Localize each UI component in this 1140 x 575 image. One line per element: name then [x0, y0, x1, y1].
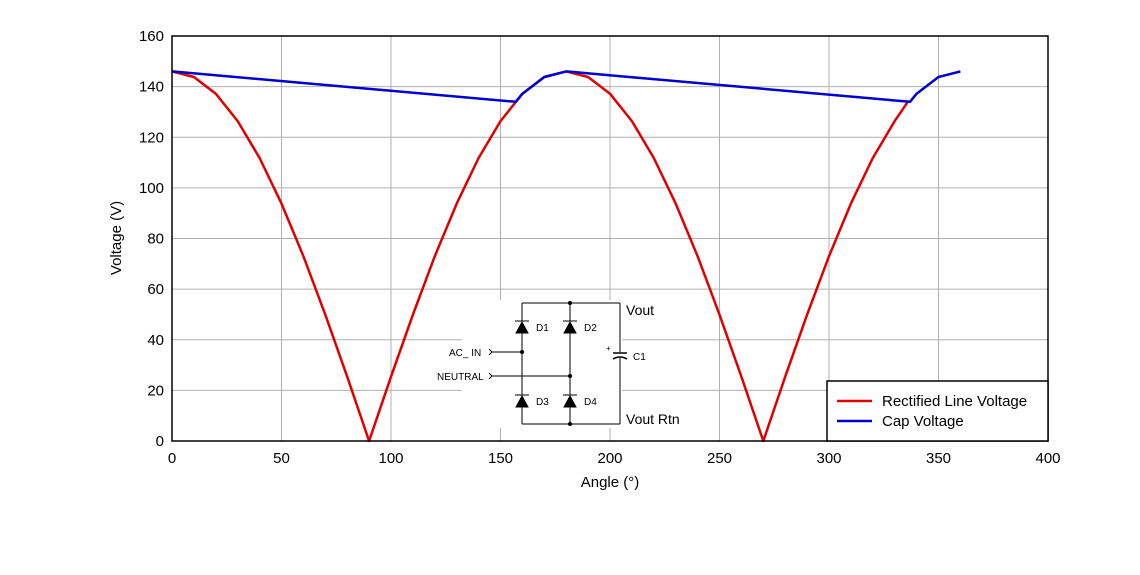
- x-tick-labels: 0 50 100 150 200 250 300 350 400: [168, 450, 1061, 467]
- diode-d4: [563, 394, 577, 408]
- y-axis-label: Voltage (V): [108, 201, 125, 275]
- label-plus: +: [606, 344, 611, 353]
- label-d2: D2: [584, 323, 597, 334]
- x-tick-label: 50: [273, 450, 290, 467]
- label-vout: Vout: [626, 302, 654, 318]
- y-tick-label: 60: [147, 281, 164, 298]
- diode-d1: [515, 320, 529, 334]
- y-tick-label: 20: [147, 382, 164, 399]
- x-tick-label: 400: [1035, 450, 1060, 467]
- legend: Rectified Line Voltage Cap Voltage: [826, 380, 1049, 442]
- series-line-cap-voltage: [171, 70, 961, 104]
- series-layer: [171, 70, 961, 443]
- diode-d2: [563, 320, 577, 334]
- diode-d3: [515, 394, 529, 408]
- plot-frame: [171, 35, 1049, 442]
- label-vout-rtn: Vout Rtn: [626, 411, 680, 427]
- x-tick-label: 100: [378, 450, 403, 467]
- legend-label-rectified: Rectified Line Voltage: [882, 393, 1027, 410]
- label-d3: D3: [536, 397, 549, 408]
- x-tick-label: 200: [597, 450, 622, 467]
- legend-label-cap: Cap Voltage: [882, 413, 964, 430]
- x-tick-label: 350: [926, 450, 951, 467]
- label-neutral: NEUTRAL: [437, 372, 484, 383]
- x-tick-label: 0: [168, 450, 176, 467]
- label-d1: D1: [536, 323, 549, 334]
- y-tick-label: 80: [147, 231, 164, 248]
- y-tick-labels: 0 20 40 60 80 100 120 140 160: [139, 28, 164, 450]
- x-tick-label: 250: [707, 450, 732, 467]
- y-tick-label: 120: [139, 129, 164, 146]
- y-tick-label: 100: [139, 180, 164, 197]
- y-tick-label: 40: [147, 332, 164, 349]
- label-ac-in: AC_ IN: [449, 348, 481, 359]
- x-axis-label: Angle (°): [581, 474, 640, 491]
- schematic-labels: Vout Vout Rtn AC_ IN NEUTRAL D1 D2 D3 D4…: [437, 302, 680, 427]
- capacitor-c1: [612, 352, 628, 360]
- label-d4: D4: [584, 397, 597, 408]
- y-tick-label: 160: [139, 28, 164, 45]
- bridge-rectifier-schematic: [462, 300, 628, 428]
- y-tick-label: 0: [156, 433, 164, 450]
- label-c1: C1: [633, 352, 646, 363]
- y-tick-label: 140: [139, 79, 164, 96]
- x-tick-label: 300: [816, 450, 841, 467]
- x-tick-label: 150: [488, 450, 513, 467]
